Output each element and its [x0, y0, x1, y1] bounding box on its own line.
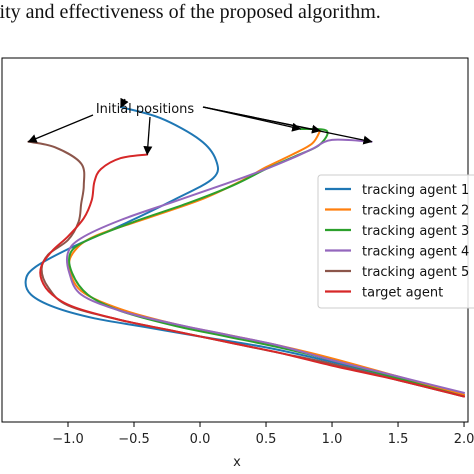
series-line-6	[39, 153, 465, 398]
annotation-arrow	[27, 114, 94, 143]
annotation-arrow	[120, 97, 129, 108]
annotation-text: Initial positions	[96, 102, 195, 117]
initial-positions-annotation: Initial positions	[27, 97, 373, 156]
legend-entry: tracking agent 2	[362, 204, 469, 219]
legend-entry: tracking agent 1	[362, 183, 469, 198]
x-tick-label: 1.5	[388, 432, 409, 447]
x-tick-label: 0.0	[190, 432, 211, 447]
legend: tracking agent 1 tracking agent 2 tracking…	[317, 174, 474, 309]
legend-box	[317, 174, 474, 309]
x-tick-label: 1.0	[322, 432, 343, 447]
legend-entry: tracking agent 3	[362, 224, 469, 239]
x-tick-label: −0.5	[118, 432, 150, 447]
legend-entry: tracking agent 4	[362, 245, 469, 260]
x-tick-label: −1.0	[52, 432, 84, 447]
x-axis-ticks: −1.0 −0.5 0.0 0.5 1.0 1.5 2.0	[52, 422, 474, 447]
figure-caption-fragment: lity and effectiveness of the proposed a…	[0, 1, 381, 23]
x-tick-label: 2.0	[454, 432, 474, 447]
series-line-4	[65, 138, 465, 394]
x-tick-label: 0.5	[256, 432, 277, 447]
legend-entry: target agent	[362, 286, 443, 301]
plot-lines	[24, 106, 465, 398]
annotation-arrow	[143, 116, 153, 156]
series-line-1	[24, 106, 465, 396]
annotation-arrow	[202, 106, 373, 145]
legend-entry: tracking agent 5	[362, 265, 469, 280]
x-axis-label: x	[233, 455, 241, 470]
